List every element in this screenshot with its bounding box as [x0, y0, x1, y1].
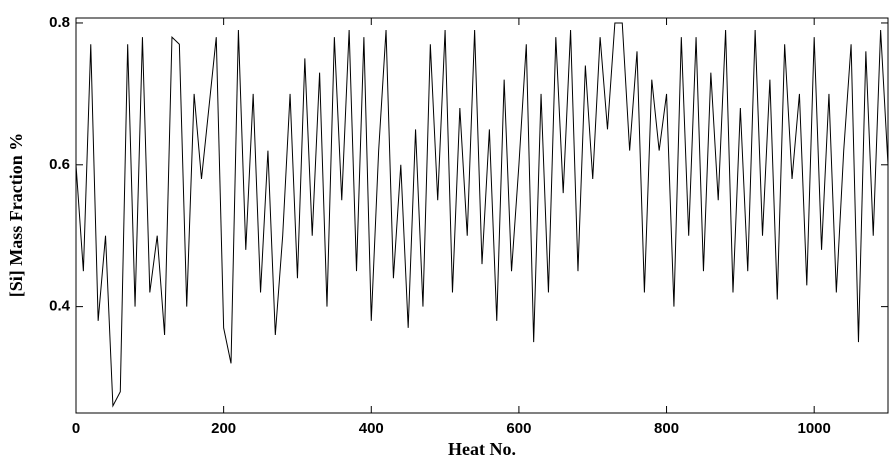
y-tick-label: 0.6 [49, 156, 70, 173]
x-tick-label: 0 [72, 420, 80, 437]
y-axis-label: [Si] Mass Fraction % [6, 133, 26, 297]
x-tick-label: 1000 [797, 420, 830, 437]
x-tick-label: 200 [211, 420, 236, 437]
x-tick-label: 400 [359, 420, 384, 437]
y-tick-label: 0.8 [49, 14, 70, 31]
y-tick-label: 0.4 [49, 298, 71, 315]
x-tick-label: 600 [506, 420, 531, 437]
x-axis-label: Heat No. [448, 439, 516, 459]
plot-frame [75, 17, 889, 414]
x-tick-label: 800 [654, 420, 679, 437]
data-line [75, 22, 889, 408]
